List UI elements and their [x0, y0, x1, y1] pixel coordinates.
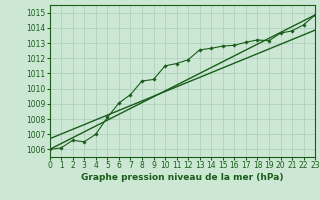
X-axis label: Graphe pression niveau de la mer (hPa): Graphe pression niveau de la mer (hPa) — [81, 173, 284, 182]
